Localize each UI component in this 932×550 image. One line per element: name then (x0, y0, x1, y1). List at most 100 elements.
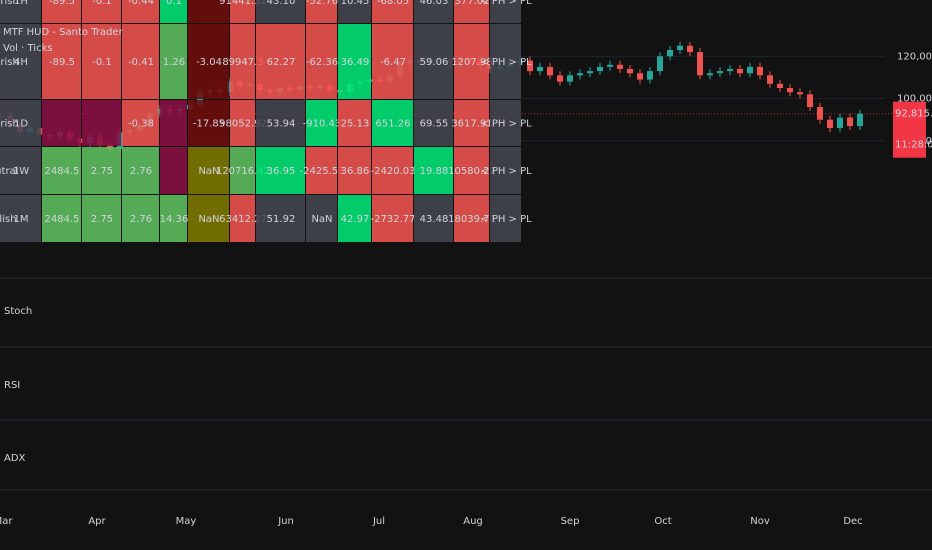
table-cell-text: Neutral (0, 166, 18, 177)
table-cell (0, 195, 41, 242)
table-cell (338, 195, 371, 242)
candle (857, 113, 863, 127)
table-cell-text: Bearish (0, 119, 19, 130)
table-cell (490, 147, 521, 194)
table-cell-text: Bearish (0, 57, 19, 68)
table-cell (42, 0, 81, 23)
table-cell-text: 1207.98 (451, 57, 492, 68)
table-cell (82, 0, 121, 23)
table-cell (82, 24, 121, 99)
table-cell-text: -17.85 (193, 119, 225, 130)
table-cell-text: 59.06 (420, 57, 449, 68)
candle (847, 117, 853, 127)
candle (647, 71, 653, 80)
table-cell (230, 100, 255, 146)
current-price-box (893, 101, 926, 158)
candle (527, 60, 533, 72)
table-cell-text: 36.86 (341, 166, 370, 177)
table-cell-text: 1M (14, 214, 29, 225)
table-cell-text: 1.26 (163, 57, 185, 68)
table-cell (42, 147, 81, 194)
table-cell (160, 24, 187, 99)
table-cell (414, 147, 453, 194)
table-cell-text: -62.36 (306, 57, 338, 68)
candle (567, 75, 573, 82)
table-cell-text: < PH > PL (480, 119, 532, 130)
table-cell (338, 24, 371, 99)
table-cell (188, 147, 229, 194)
table-cell (0, 0, 41, 23)
table-cell (82, 147, 121, 194)
table-cell-text: 2484.5 (45, 166, 80, 177)
candle (727, 69, 733, 72)
table-cell (230, 24, 255, 99)
x-tick-label: Mar (0, 516, 13, 527)
table-cell-text: 1W (13, 166, 29, 177)
table-cell (454, 195, 489, 242)
table-cell (372, 195, 413, 242)
candle (707, 73, 713, 76)
table-cell (42, 100, 81, 146)
candle (807, 94, 813, 108)
table-cell (160, 100, 187, 146)
table-cell-text: < PH > PL (480, 214, 532, 225)
table-cell (122, 0, 159, 23)
candle (667, 49, 673, 57)
table-cell-text: < PH > PL (480, 0, 532, 7)
x-tick-label: Nov (750, 516, 770, 527)
current-price-label: 92,815.5 (895, 109, 932, 120)
table-cell (372, 24, 413, 99)
table-cell-text: -2420.03 (371, 166, 416, 177)
table-cell-text: -89.5 (49, 57, 75, 68)
table-cell-text: -89.5 (49, 0, 75, 7)
table-cell-text: 1D (14, 119, 28, 130)
table-cell (490, 0, 521, 23)
table-cell-text: 98052.92 (219, 119, 267, 130)
table-cell (188, 24, 229, 99)
candle (597, 66, 603, 72)
table-cell-text: 62.27 (267, 57, 296, 68)
table-cell-text: -2732.77 (371, 214, 416, 225)
candle (637, 73, 643, 80)
table-cell (490, 24, 521, 99)
table-cell-text: < PH > PL (480, 166, 532, 177)
table-cell (372, 147, 413, 194)
candle (837, 117, 843, 129)
table-cell (490, 195, 521, 242)
table-cell-text: 63412.27 (219, 214, 267, 225)
candle (737, 69, 743, 74)
table-cell (338, 147, 371, 194)
table-cell (306, 100, 337, 146)
price-tick-label: 100,000.0 (897, 94, 932, 105)
table-cell (414, 24, 453, 99)
table-cell (188, 195, 229, 242)
table-cell-text: 10580.22 (448, 166, 496, 177)
table-cell-text: NaN (198, 214, 219, 225)
table-cell (42, 195, 81, 242)
table-cell (256, 147, 305, 194)
table-cell-text: -3.04 (196, 57, 222, 68)
x-tick-label: Oct (654, 516, 671, 527)
table-cell (414, 100, 453, 146)
table-cell (372, 100, 413, 146)
table-cell (188, 0, 229, 23)
table-cell-text: 2.75 (91, 214, 113, 225)
table-cell (338, 100, 371, 146)
candle (547, 66, 553, 76)
table-cell-text: -0.41 (128, 57, 154, 68)
x-tick-label: Dec (843, 516, 862, 527)
table-cell-text: -0.38 (128, 119, 154, 130)
table-cell-text: 43.48 (420, 214, 449, 225)
table-cell-text: -6.47 (380, 57, 406, 68)
indicator-title: MTF HUD - Santo Trader (3, 27, 124, 38)
table-cell (306, 24, 337, 99)
table-cell (454, 24, 489, 99)
candle (657, 56, 663, 72)
table-cell-text: 53.94 (267, 119, 296, 130)
table-cell-text: 2.76 (130, 214, 152, 225)
table-cell (230, 147, 255, 194)
table-cell-text: 43.10 (267, 0, 296, 7)
table-cell-text: < PH > PL (480, 57, 532, 68)
table-cell (230, 0, 255, 23)
